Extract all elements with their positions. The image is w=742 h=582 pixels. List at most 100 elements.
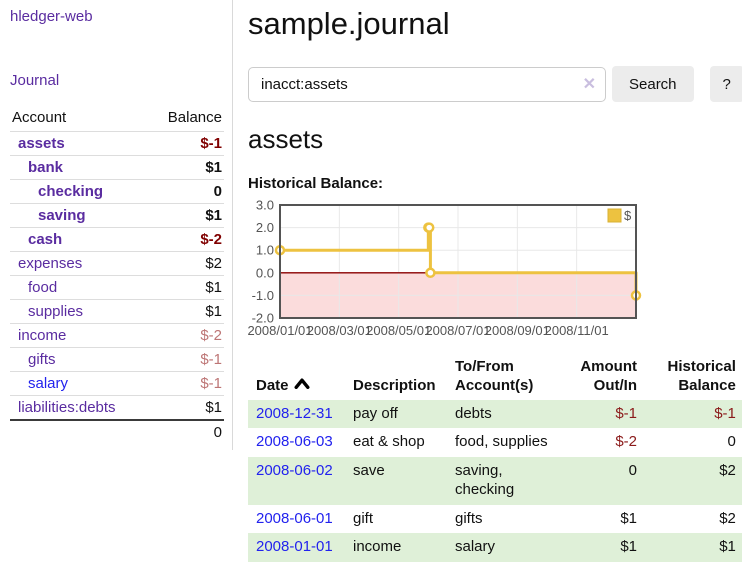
search-input-wrap: ✕ xyxy=(248,66,606,102)
y-tick-label: 1.0 xyxy=(256,243,274,258)
x-tick-label: 2008/09/01 xyxy=(485,323,550,338)
y-tick-label: 3.0 xyxy=(256,200,274,213)
x-tick-label: 2008/01/01 xyxy=(247,323,312,338)
transaction-date-link[interactable]: 2008-06-03 xyxy=(256,433,333,451)
register-row: 2008-06-01 gift gifts $1 $2 xyxy=(248,505,742,534)
sidebar-account-row: income $-2 xyxy=(10,323,224,348)
account-balance: $1 xyxy=(148,299,224,324)
sidebar-account-link[interactable]: income xyxy=(18,327,67,344)
legend-swatch xyxy=(607,208,622,223)
account-balance: $-2 xyxy=(148,227,224,252)
register-column-header[interactable]: Amount Out/In xyxy=(563,354,645,400)
help-button[interactable]: ? xyxy=(709,66,742,102)
transaction-description: pay off xyxy=(353,404,398,422)
sidebar-account-link[interactable]: expenses xyxy=(18,255,83,272)
sidebar-account-link[interactable]: food xyxy=(28,279,58,296)
sidebar-account-link[interactable]: bank xyxy=(28,159,64,176)
account-balance: $-1 xyxy=(148,131,224,156)
accounts-table-header: Account Balance xyxy=(10,105,224,132)
transaction-date-link[interactable]: 2008-06-02 xyxy=(256,462,333,479)
y-tick-label: -2.0 xyxy=(252,311,274,326)
account-balance: $-1 xyxy=(148,347,224,372)
x-tick-label: 2008/11/01 xyxy=(545,323,609,338)
transaction-description: income xyxy=(353,538,402,556)
transaction-accounts: debts xyxy=(455,404,492,422)
app-brand-link[interactable]: hledger-web xyxy=(10,8,93,25)
transaction-amount: $1 xyxy=(620,509,637,527)
sidebar-item-journal[interactable]: Journal xyxy=(10,72,60,89)
transaction-amount: $-1 xyxy=(615,404,637,422)
transaction-accounts: food, supplies xyxy=(455,433,548,451)
account-heading: assets xyxy=(248,124,324,154)
sidebar-account-link[interactable]: salary xyxy=(28,375,69,392)
account-balance: $1 xyxy=(148,275,224,300)
sidebar-account-link[interactable]: liabilities:debts xyxy=(18,399,116,416)
transaction-amount: 0 xyxy=(628,462,637,479)
historical-balance-chart: $3.0 2.0 1.0 0.0 -1.0 -2.0 2008/01/01 2008/03/0… xyxy=(244,198,742,344)
accounts-table: Account Balance assets $-1 bank $1 checking 0… xyxy=(10,105,224,444)
account-balance: $1 xyxy=(148,203,224,228)
sidebar-account-row: liabilities:debts $1 xyxy=(10,395,224,420)
sidebar-account-row: food $1 xyxy=(10,275,224,300)
transaction-balance: $-1 xyxy=(714,404,736,422)
sidebar-account-row: cash $-2 xyxy=(10,227,224,252)
plot-border xyxy=(279,204,637,319)
register-column-header[interactable]: To/From Account(s) xyxy=(447,354,563,400)
main-content: sample.journal ✕ Search ? assets Histori… xyxy=(233,0,742,562)
data-point-marker xyxy=(425,267,436,279)
register-column-header[interactable]: Date xyxy=(248,354,345,400)
transaction-balance: $2 xyxy=(719,509,736,527)
legend-label: $ xyxy=(624,208,632,223)
sidebar-account-row: bank $1 xyxy=(10,155,224,180)
transaction-accounts: gifts xyxy=(455,509,483,527)
clear-search-icon[interactable]: ✕ xyxy=(582,75,596,93)
page: hledger-web Journal Account Balance asse… xyxy=(10,0,742,562)
register-column-label: Description xyxy=(353,376,436,394)
x-tick-label: 2008/05/01 xyxy=(366,323,431,338)
register-column-header[interactable]: Description xyxy=(345,354,447,400)
accounts-total-value: 0 xyxy=(148,419,224,444)
sidebar-account-link[interactable]: checking xyxy=(38,183,104,200)
sidebar-account-row: checking 0 xyxy=(10,179,224,204)
account-balance: $-1 xyxy=(148,371,224,396)
account-balance: $2 xyxy=(148,251,224,276)
transaction-amount: $1 xyxy=(620,538,637,556)
transaction-accounts: salary xyxy=(455,538,496,556)
transaction-date-link[interactable]: 2008-06-01 xyxy=(256,509,333,527)
account-balance: $1 xyxy=(148,395,224,420)
y-tick-label: -1.0 xyxy=(252,288,274,303)
chart-svg: $3.0 2.0 1.0 0.0 -1.0 -2.02008/01/012008/03/0… xyxy=(247,198,642,338)
sidebar-account-row: assets $-1 xyxy=(10,131,224,156)
transaction-description: eat & shop xyxy=(353,433,425,451)
sidebar-account-link[interactable]: assets xyxy=(18,135,65,152)
data-point-marker xyxy=(423,222,435,233)
sidebar-account-row: salary $-1 xyxy=(10,371,224,396)
transaction-accounts: saving, checking xyxy=(455,462,515,498)
search-input[interactable] xyxy=(248,66,606,102)
page-title: sample.journal xyxy=(248,6,450,41)
transaction-amount: $-2 xyxy=(615,433,637,451)
sidebar-account-link[interactable]: supplies xyxy=(28,303,84,320)
transaction-date-link[interactable]: 2008-12-31 xyxy=(256,404,333,422)
accounts-total-row: 0 xyxy=(10,419,224,444)
account-balance: $-2 xyxy=(148,323,224,348)
transaction-balance: $2 xyxy=(719,462,736,479)
register-column-header[interactable]: Historical Balance xyxy=(645,354,742,400)
register-column-label: To/From Account(s) xyxy=(455,358,534,394)
transaction-description: save xyxy=(353,462,385,479)
search-form: ✕ Search ? xyxy=(248,66,742,102)
sidebar-account-link[interactable]: cash xyxy=(28,231,63,248)
accounts-header-account: Account xyxy=(12,109,67,126)
x-tick-label: 2008/03/01 xyxy=(307,323,372,338)
search-button[interactable]: Search xyxy=(612,66,694,102)
y-tick-label: 0.0 xyxy=(256,265,274,280)
sidebar-account-link[interactable]: saving xyxy=(38,207,86,224)
transaction-date-link[interactable]: 2008-01-01 xyxy=(256,538,333,556)
register-row: 2008-01-01 income salary $1 $1 xyxy=(248,533,742,562)
register-header-row: Date Description To/From Account(s) Amount … xyxy=(248,354,742,400)
sort-asc-icon xyxy=(294,378,310,389)
x-tick-label: 2008/07/01 xyxy=(425,323,490,338)
sidebar-account-link[interactable]: gifts xyxy=(28,351,56,368)
sidebar-account-row: saving $1 xyxy=(10,203,224,228)
chart-label: Historical Balance: xyxy=(248,175,384,192)
